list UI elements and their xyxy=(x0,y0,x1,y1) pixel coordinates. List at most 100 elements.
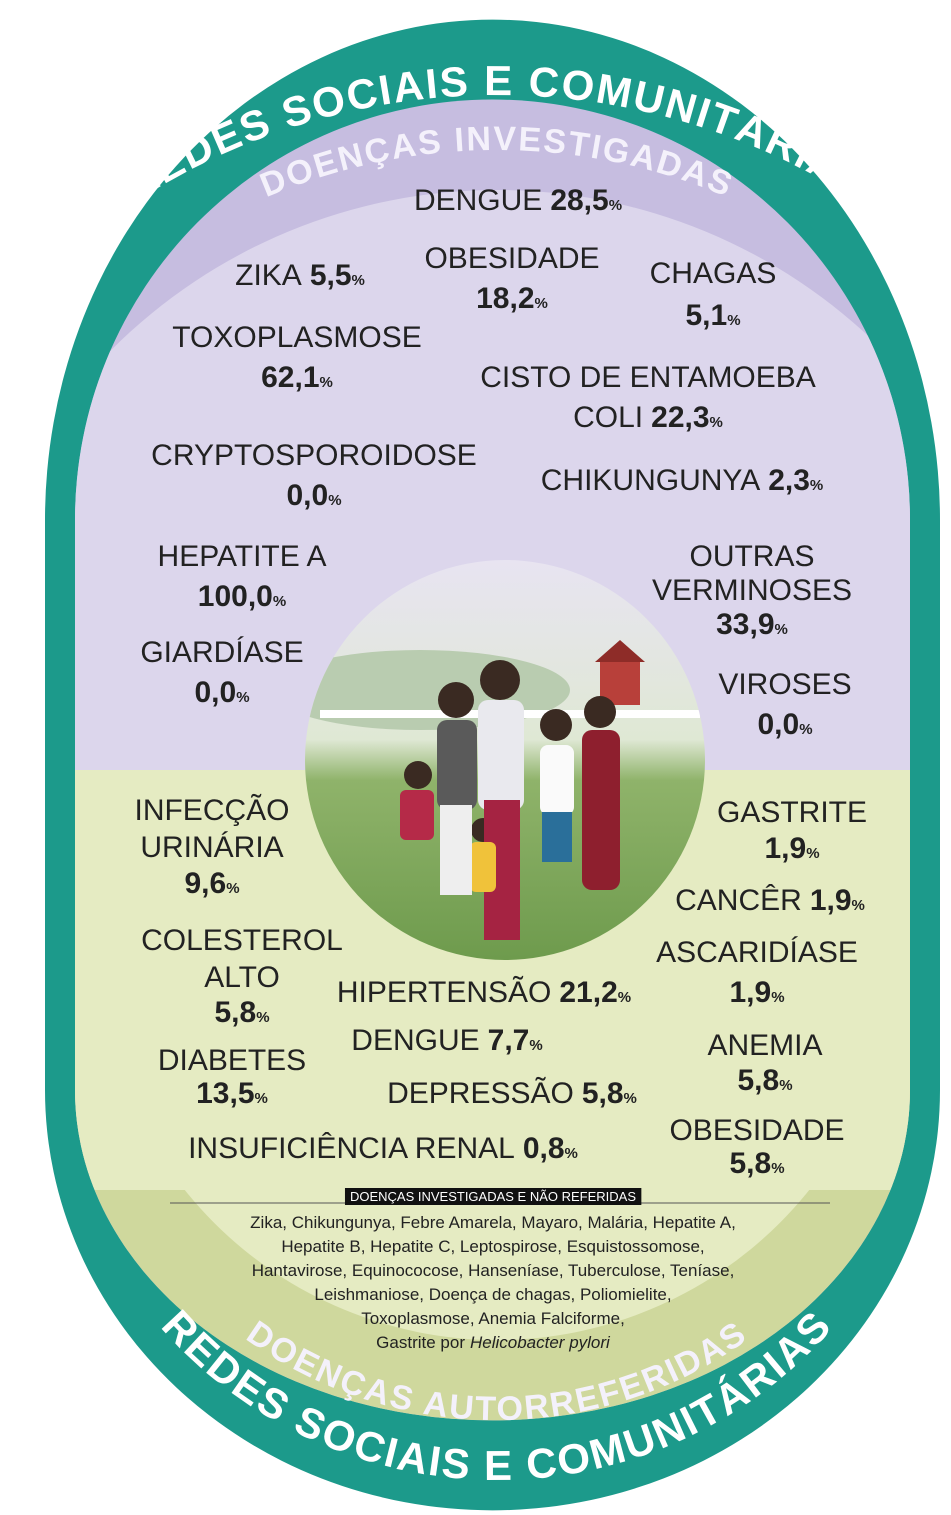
disease-name: ZIKA xyxy=(235,259,302,292)
unit: % xyxy=(710,414,723,431)
disease-line: DENGUE 28,5% xyxy=(414,184,622,217)
disease-value: 5,5 xyxy=(310,259,352,292)
disease-name: OBESIDADE xyxy=(424,242,599,275)
disease-line: COLI 22,3% xyxy=(573,401,723,434)
disease-value: 5,8 xyxy=(582,1077,624,1110)
disease-value: 5,8 xyxy=(737,1064,779,1097)
unit: % xyxy=(799,721,812,738)
disease-value: 18,2 xyxy=(476,282,534,315)
disease-line: COLESTEROL xyxy=(141,924,343,957)
disease-name: GASTRITE xyxy=(717,796,867,829)
unit: % xyxy=(320,374,333,391)
disease-item: CHIKUNGUNYA 2,3% xyxy=(541,464,824,497)
disease-value: 5,8 xyxy=(729,1147,771,1180)
disease-line: HEPATITE A xyxy=(158,540,327,573)
disease-name: ASCARIDÍASE xyxy=(656,936,858,969)
disease-line: 1,9% xyxy=(729,976,784,1009)
disease-name: COLI xyxy=(573,401,643,434)
disease-item: ASCARIDÍASE 1,9% xyxy=(656,936,858,1009)
unit: % xyxy=(609,197,622,214)
disease-name: INSUFICIÊNCIA RENAL xyxy=(188,1132,515,1165)
family-illustration xyxy=(305,560,705,960)
disease-value: 1,9 xyxy=(729,976,771,1009)
disease-value: 5,8 xyxy=(214,996,256,1029)
unit: % xyxy=(565,1145,578,1162)
note-line: Hantavirose, Equinococose, Hanseníase, T… xyxy=(252,1261,735,1280)
disease-value: 33,9 xyxy=(716,608,774,641)
disease-name: HEPATITE A xyxy=(158,540,327,573)
disease-value: 2,3 xyxy=(768,464,810,497)
disease-line: 0,0% xyxy=(286,479,341,512)
disease-value: 9,6 xyxy=(184,867,226,900)
unit: % xyxy=(771,989,784,1006)
unit: % xyxy=(236,689,249,706)
disease-value: 7,7 xyxy=(488,1024,530,1057)
disease-value: 28,5 xyxy=(550,184,608,217)
note-label-bg xyxy=(344,1188,642,1205)
disease-value: 1,9 xyxy=(764,832,806,865)
disease-line: URINÁRIA xyxy=(140,831,283,864)
note-label: DOENÇAS INVESTIGADAS E NÃO REFERIDAS xyxy=(350,1189,636,1204)
note-text: Gastrite por xyxy=(376,1333,465,1352)
disease-line: 1,9% xyxy=(764,832,819,865)
note-line: Toxoplasmose, Anemia Falciforme, xyxy=(361,1309,625,1328)
disease-line: 18,2% xyxy=(476,282,548,315)
disease-value: 0,0 xyxy=(286,479,328,512)
disease-item: ZIKA 5,5% xyxy=(235,259,365,292)
disease-line: ALTO xyxy=(204,961,280,994)
disease-value: 0,8 xyxy=(523,1132,565,1165)
unit: % xyxy=(535,295,548,312)
disease-item: OBESIDADE 18,2% xyxy=(424,242,599,315)
disease-item: CANCÊR 1,9% xyxy=(675,884,865,917)
unit: % xyxy=(273,593,286,610)
disease-item: TOXOPLASMOSE 62,1% xyxy=(172,321,422,394)
disease-name: CRYPTOSPOROIDOSE xyxy=(151,439,477,472)
disease-line: 62,1% xyxy=(261,361,333,394)
disease-line: TOXOPLASMOSE xyxy=(172,321,422,354)
disease-value: 0,0 xyxy=(194,676,236,709)
disease-item: CISTO DE ENTAMOEBA COLI 22,3% xyxy=(480,361,816,434)
disease-line: 33,9% xyxy=(716,608,788,641)
disease-line: 0,0% xyxy=(757,708,812,741)
disease-line: DENGUE 7,7% xyxy=(351,1024,542,1057)
disease-line: CISTO DE ENTAMOEBA xyxy=(480,361,816,394)
disease-value: 13,5 xyxy=(196,1077,254,1110)
disease-line: CHAGAS xyxy=(650,257,777,290)
disease-line: HIPERTENSÃO 21,2% xyxy=(337,975,631,1009)
disease-item: HEPATITE A 100,0% xyxy=(158,540,327,613)
disease-line: OUTRAS xyxy=(689,540,814,573)
disease-item: CHAGAS 5,1% xyxy=(650,257,777,332)
disease-name: COLESTEROL xyxy=(141,924,343,957)
disease-line: 13,5% xyxy=(196,1077,268,1110)
disease-name: CHAGAS xyxy=(650,257,777,290)
note-line: Hepatite B, Hepatite C, Leptospirose, Es… xyxy=(281,1237,704,1256)
unit: % xyxy=(328,492,341,509)
disease-line: DEPRESSÃO 5,8% xyxy=(387,1076,637,1110)
disease-line: CHIKUNGUNYA 2,3% xyxy=(541,464,824,497)
disease-value: 22,3 xyxy=(651,401,709,434)
unit: % xyxy=(810,477,823,494)
unit: % xyxy=(771,1160,784,1177)
disease-name: URINÁRIA xyxy=(140,831,283,864)
disease-line: GIARDÍASE xyxy=(140,636,303,669)
disease-line: CRYPTOSPOROIDOSE xyxy=(151,439,477,472)
unit: % xyxy=(255,1090,268,1107)
disease-name: DENGUE xyxy=(414,184,542,217)
disease-line: CANCÊR 1,9% xyxy=(675,884,865,917)
unit: % xyxy=(852,897,865,914)
disease-item: DEPRESSÃO 5,8% xyxy=(387,1076,637,1110)
note-line: Leishmaniose, Doença de chagas, Poliomie… xyxy=(314,1285,671,1304)
disease-item: DENGUE 28,5% xyxy=(414,184,622,217)
disease-name: OBESIDADE xyxy=(669,1114,844,1147)
disease-line: DIABETES xyxy=(158,1044,306,1077)
disease-line: OBESIDADE xyxy=(424,242,599,275)
disease-line: OBESIDADE xyxy=(669,1114,844,1147)
unit: % xyxy=(352,272,365,289)
disease-name: ALTO xyxy=(204,961,280,994)
disease-name: DENGUE xyxy=(351,1024,479,1057)
